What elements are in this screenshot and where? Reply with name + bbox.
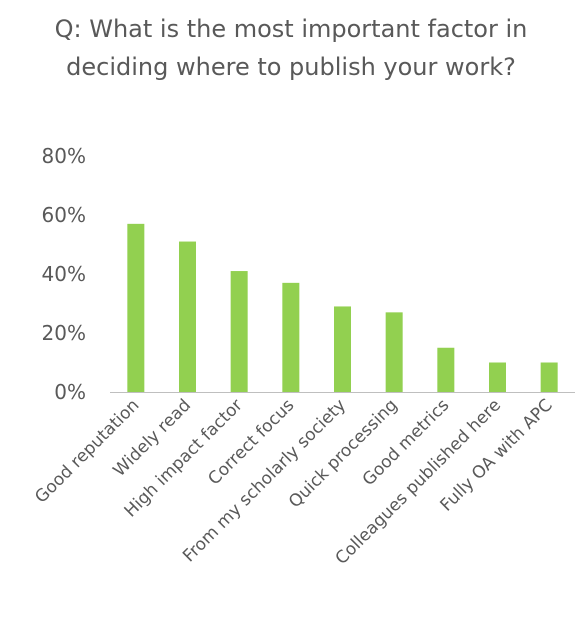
bar-from-my-scholarly-society xyxy=(334,306,351,392)
y-tick-label-40: 40% xyxy=(42,262,86,286)
bar-good-metrics xyxy=(437,347,455,392)
y-tick-label-60: 60% xyxy=(42,203,86,227)
bar-fully-oa-with-apc xyxy=(540,362,558,392)
bar-good-reputation xyxy=(127,223,145,392)
bar-high-impact-factor xyxy=(230,271,248,392)
bar-correct-focus xyxy=(282,282,300,392)
bar-colleagues-published-here xyxy=(489,362,506,392)
y-tick-label-0: 0% xyxy=(54,380,86,404)
bars xyxy=(127,223,558,392)
bar-quick-processing xyxy=(385,312,403,392)
y-tick-label-20: 20% xyxy=(42,321,86,345)
y-axis-ticks: 0% 20% 40% 60% 80% xyxy=(42,144,86,404)
bar-widely-read xyxy=(179,241,196,392)
chart-title: Q: What is the most important factor in … xyxy=(54,15,528,81)
y-tick-label-80: 80% xyxy=(42,144,86,168)
